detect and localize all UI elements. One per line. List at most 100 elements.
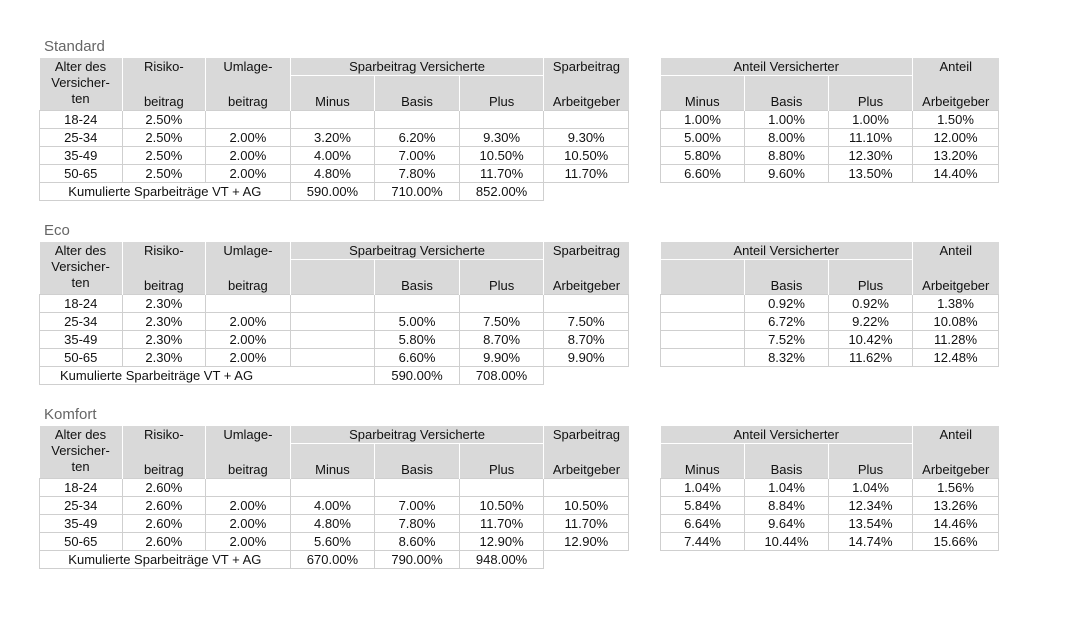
header-anteil-top: Anteil (912, 426, 999, 444)
cell-minus (289, 110, 376, 129)
table-row: 25-34 2.60% 2.00% 4.00% 7.00% 10.50% 10.… (39, 496, 629, 515)
header-anteil-versicherter: Anteil Versicherter (660, 58, 914, 76)
cell-basis: 7.80% (374, 164, 460, 183)
header-plus: Plus (828, 259, 914, 295)
cell-umlage: 2.00% (205, 348, 291, 367)
table-row: 6.72% 9.22% 10.08% (660, 312, 1000, 331)
cell-umlage: 2.00% (205, 330, 291, 349)
header-row-2: beitrag beitrag Minus Basis Plus Arbeitg… (40, 443, 629, 479)
cell-alter: 25-34 (39, 128, 123, 147)
cell-alter: 35-49 (39, 330, 123, 349)
cell-umlage: 2.00% (205, 312, 291, 331)
cell-plus: 9.22% (827, 312, 914, 331)
cell-minus: 4.80% (289, 514, 376, 533)
cell-risiko: 2.50% (121, 128, 207, 147)
cell-plus: 9.90% (458, 348, 545, 367)
cumulative-basis: 590.00% (374, 366, 460, 385)
cell-plus: 12.90% (458, 532, 545, 551)
header-plus: Plus (828, 75, 914, 111)
header-anteil-versicherter: Anteil Versicherter (660, 242, 914, 260)
cell-plus: 8.70% (458, 330, 545, 349)
header-plus: Plus (459, 443, 545, 479)
cell-plus: 13.54% (827, 514, 914, 533)
cell-basis: 9.60% (744, 164, 829, 183)
header-minus-empty (290, 259, 376, 295)
header-row-1: Alter des Versicher- ten Risiko- Umlage-… (39, 58, 629, 111)
header-plus: Plus (459, 75, 545, 111)
cell-umlage: 2.00% (205, 128, 291, 147)
header-risiko-top: Risiko- (122, 242, 207, 260)
header-row-2: beitrag beitrag Minus Basis Plus Arbeitg… (40, 75, 629, 111)
cell-minus: 5.60% (289, 532, 376, 551)
header-sparbeitrag-top: Sparbeitrag (543, 242, 629, 260)
cell-basis: 0.92% (744, 294, 829, 313)
cell-arbeitgeber: 10.50% (543, 496, 629, 515)
cell-umlage: 2.00% (205, 496, 291, 515)
cell-umlage: 2.00% (205, 514, 291, 533)
cumulative-basis: 790.00% (374, 550, 460, 569)
cell-plus: 14.74% (827, 532, 914, 551)
cumulative-row: Kumulierte Sparbeiträge VT + AG 670.00% … (39, 550, 629, 569)
table-row: 18-24 2.30% (39, 294, 629, 313)
header-risiko-bottom: beitrag (122, 443, 207, 479)
cell-arbeitgeber: 10.50% (543, 146, 629, 165)
cell-alter: 50-65 (39, 532, 123, 551)
cell-minus: 4.00% (289, 496, 376, 515)
header-row-2: Minus Basis Plus Arbeitgeber (660, 443, 999, 479)
cell-minus: 4.00% (289, 146, 376, 165)
cell-plus (458, 110, 545, 129)
header-alter: Alter des Versicher- ten (39, 242, 123, 295)
cell-basis: 5.00% (374, 312, 460, 331)
cell-umlage (205, 110, 291, 129)
cumulative-minus: 670.00% (289, 550, 376, 569)
cell-alter: 18-24 (39, 294, 123, 313)
section-title: Komfort (44, 406, 97, 423)
header-basis: Basis (374, 75, 460, 111)
cell-basis: 10.44% (744, 532, 829, 551)
cell-arbeitgeber: 12.48% (912, 348, 1000, 367)
header-sparbeitrag-bottom: Arbeitgeber (543, 443, 629, 479)
section-title: Standard (44, 38, 105, 55)
cell-plus: 10.50% (458, 146, 545, 165)
cell-basis: 7.00% (374, 496, 460, 515)
table-row: 8.32% 11.62% 12.48% (660, 348, 1000, 367)
header-sparbeitrag-versicherte: Sparbeitrag Versicherte (290, 58, 545, 76)
cell-arbeitgeber: 9.90% (543, 348, 629, 367)
cell-basis: 5.80% (374, 330, 460, 349)
cell-alter: 18-24 (39, 478, 123, 497)
header-risiko-top: Risiko- (122, 426, 207, 444)
cell-arbeitgeber: 7.50% (543, 312, 629, 331)
cell-plus (458, 294, 545, 313)
table-row: 1.04% 1.04% 1.04% 1.56% (660, 478, 1000, 497)
cell-minus: 5.84% (660, 496, 745, 515)
cell-basis: 1.04% (744, 478, 829, 497)
header-alter: Alter des Versicher- ten (39, 58, 123, 111)
cell-alter: 25-34 (39, 312, 123, 331)
cell-arbeitgeber: 11.70% (543, 164, 629, 183)
empty-cell (544, 367, 629, 385)
header-minus: Minus (290, 75, 376, 111)
cell-basis: 6.20% (374, 128, 460, 147)
table-row: 35-49 2.60% 2.00% 4.80% 7.80% 11.70% 11.… (39, 514, 629, 533)
cell-risiko: 2.60% (121, 478, 207, 497)
cell-basis: 7.00% (374, 146, 460, 165)
cell-risiko: 2.30% (121, 312, 207, 331)
cell-arbeitgeber: 11.28% (912, 330, 1000, 349)
header-basis: Basis (374, 443, 460, 479)
header-anteil-bottom: Arbeitgeber (912, 259, 999, 295)
cell-plus: 1.04% (827, 478, 914, 497)
cell-risiko: 2.30% (121, 294, 207, 313)
cell-risiko: 2.60% (121, 514, 207, 533)
cell-basis: 9.64% (744, 514, 829, 533)
cell-minus (660, 330, 745, 349)
header-alter-line3: ten (71, 91, 90, 106)
header-umlage-bottom: beitrag (205, 75, 291, 111)
cell-minus: 6.64% (660, 514, 745, 533)
header-alter-line3: ten (71, 459, 90, 474)
cell-risiko: 2.60% (121, 532, 207, 551)
cell-arbeitgeber: 11.70% (543, 514, 629, 533)
cell-umlage: 2.00% (205, 532, 291, 551)
table-row: 6.64% 9.64% 13.54% 14.46% (660, 514, 1000, 533)
cell-arbeitgeber: 1.56% (912, 478, 1000, 497)
cell-arbeitgeber: 10.08% (912, 312, 1000, 331)
